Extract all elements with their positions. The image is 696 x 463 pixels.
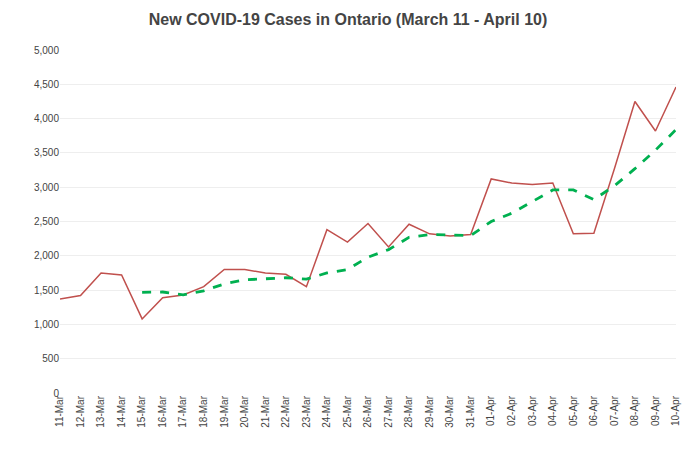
svg-text:28-Mar: 28-Mar — [403, 395, 414, 427]
svg-text:03-Apr: 03-Apr — [527, 395, 538, 426]
svg-text:11-Mar: 11-Mar — [54, 395, 65, 427]
svg-text:09-Apr: 09-Apr — [650, 395, 661, 426]
svg-text:02-Apr: 02-Apr — [506, 395, 517, 426]
svg-text:27-Mar: 27-Mar — [383, 395, 394, 427]
svg-text:15-Mar: 15-Mar — [136, 395, 147, 427]
svg-text:25-Mar: 25-Mar — [342, 395, 353, 427]
svg-text:29-Mar: 29-Mar — [424, 395, 435, 427]
svg-text:24-Mar: 24-Mar — [321, 395, 332, 427]
svg-text:05-Apr: 05-Apr — [568, 395, 579, 426]
svg-text:2,500: 2,500 — [34, 216, 59, 227]
svg-text:4,000: 4,000 — [34, 113, 59, 124]
svg-text:18-Mar: 18-Mar — [198, 395, 209, 427]
svg-text:10-Apr: 10-Apr — [670, 395, 681, 426]
svg-text:30-Mar: 30-Mar — [444, 395, 455, 427]
svg-text:1,500: 1,500 — [34, 285, 59, 296]
svg-text:23-Mar: 23-Mar — [301, 395, 312, 427]
svg-text:500: 500 — [42, 353, 59, 364]
svg-text:04-Apr: 04-Apr — [547, 395, 558, 426]
svg-text:13-Mar: 13-Mar — [95, 395, 106, 427]
svg-text:26-Mar: 26-Mar — [362, 395, 373, 427]
svg-text:01-Apr: 01-Apr — [485, 395, 496, 426]
svg-text:06-Apr: 06-Apr — [588, 395, 599, 426]
svg-text:31-Mar: 31-Mar — [465, 395, 476, 427]
svg-text:17-Mar: 17-Mar — [177, 395, 188, 427]
svg-text:New COVID-19 Cases in Ontario: New COVID-19 Cases in Ontario (March 11 … — [149, 11, 548, 28]
svg-text:1,000: 1,000 — [34, 319, 59, 330]
svg-text:0: 0 — [53, 388, 59, 399]
svg-text:4,500: 4,500 — [34, 79, 59, 90]
svg-text:12-Mar: 12-Mar — [75, 395, 86, 427]
svg-text:3,500: 3,500 — [34, 147, 59, 158]
svg-text:20-Mar: 20-Mar — [239, 395, 250, 427]
svg-text:16-Mar: 16-Mar — [157, 395, 168, 427]
svg-text:07-Apr: 07-Apr — [609, 395, 620, 426]
svg-text:19-Mar: 19-Mar — [219, 395, 230, 427]
svg-text:2,000: 2,000 — [34, 250, 59, 261]
svg-text:3,000: 3,000 — [34, 182, 59, 193]
svg-text:21-Mar: 21-Mar — [260, 395, 271, 427]
svg-text:14-Mar: 14-Mar — [116, 395, 127, 427]
svg-text:08-Apr: 08-Apr — [629, 395, 640, 426]
svg-text:5,000: 5,000 — [34, 45, 59, 56]
svg-text:22-Mar: 22-Mar — [280, 395, 291, 427]
